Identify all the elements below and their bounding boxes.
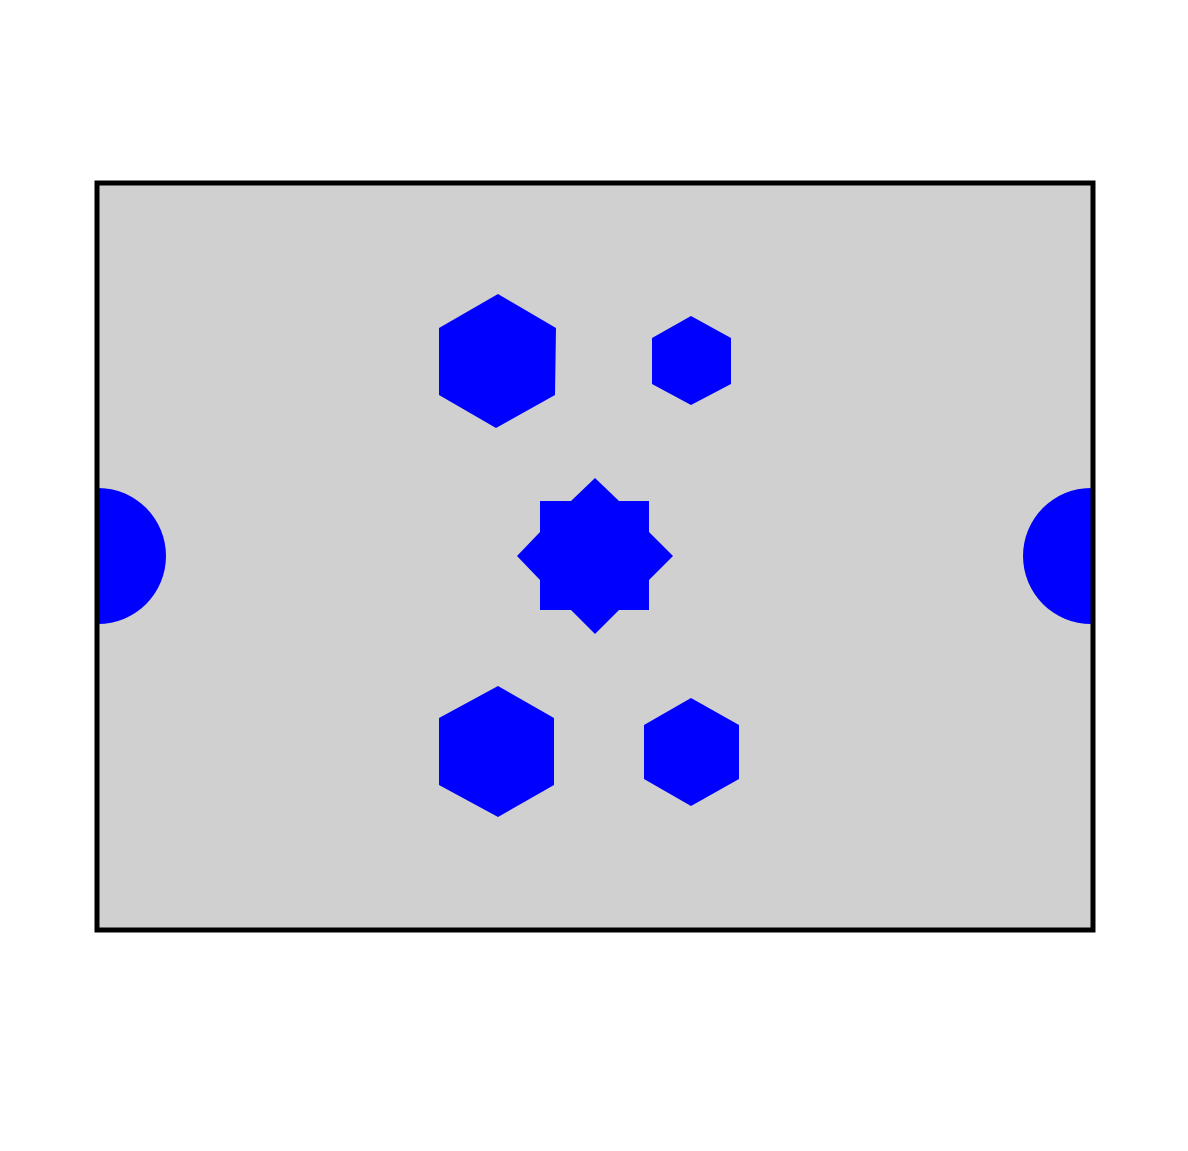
- hexagon-small-upper-right: [652, 316, 731, 405]
- half-circle-right: [1023, 488, 1093, 624]
- hexagon-large-upper-left: [439, 294, 556, 428]
- hexagon-large-lower-left: [439, 686, 554, 817]
- shapes-layer: [97, 294, 1093, 817]
- half-circle-left: [97, 488, 166, 624]
- star-center: [517, 478, 673, 634]
- hexagon-medium-lower-right: [644, 698, 739, 806]
- diagram-panel-border: [94, 180, 1096, 933]
